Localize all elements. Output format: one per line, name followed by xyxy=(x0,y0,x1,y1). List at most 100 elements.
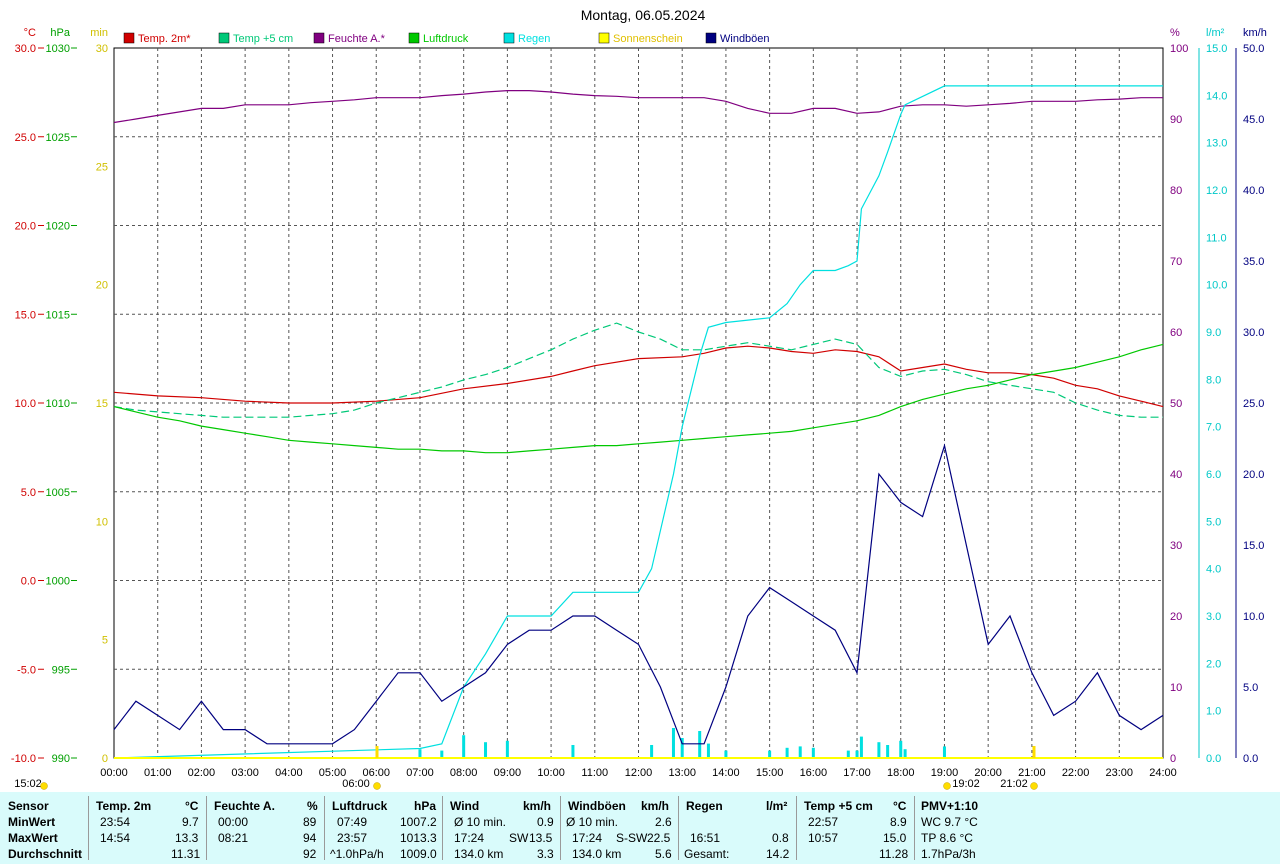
min-wind-label: Ø 10 min. xyxy=(454,815,507,829)
hdr-temp-unit: °C xyxy=(185,799,199,813)
legend-entry: Sonnenschein xyxy=(613,33,683,45)
row-max-label: MaxWert xyxy=(8,831,58,845)
humidity-axis-tick-label: 20 xyxy=(1170,611,1182,623)
x-tick-label: 03:00 xyxy=(231,767,259,779)
x-tick-label: 24:00 xyxy=(1149,767,1177,779)
rain-axis-tick-label: 1.0 xyxy=(1206,706,1221,718)
max-t5-value: 15.0 xyxy=(883,831,907,845)
avg-pmv: 1.7hPa/3h xyxy=(921,847,976,861)
min-t5-time: 22:57 xyxy=(808,815,839,829)
max-t5-time: 10:57 xyxy=(808,831,839,845)
rain-axis-tick-label: 9.0 xyxy=(1206,327,1221,339)
min-hum-value: 89 xyxy=(303,815,317,829)
hdr-press-unit: hPa xyxy=(414,799,437,813)
rain-bar xyxy=(811,747,815,758)
min-gust-label: Ø 10 min. xyxy=(566,815,619,829)
max-wind-dir: SW xyxy=(509,831,529,845)
avg-press-value: 1009.0 xyxy=(400,847,437,861)
rain-bar xyxy=(650,745,654,758)
max-gust-value: 22.5 xyxy=(647,831,671,845)
avg-temp-value: 11.31 xyxy=(171,847,201,861)
hdr-hum: Feuchte A. xyxy=(214,799,275,813)
max-rain-value: 0.8 xyxy=(772,831,789,845)
row-avg-label: Durchschnitt xyxy=(8,847,83,861)
rain-bar xyxy=(418,749,422,758)
rain-bar xyxy=(698,731,702,758)
wind-axis-tick-label: 45.0 xyxy=(1243,114,1264,126)
rain-bar xyxy=(846,750,850,758)
hdr-sensor: Sensor xyxy=(8,799,49,813)
max-temp-value: 13.3 xyxy=(175,831,199,845)
series-line-temp-5-cm xyxy=(113,322,1163,418)
rain-bar xyxy=(505,740,509,758)
min-temp-value: 9.7 xyxy=(182,815,199,829)
sun-marker-icon xyxy=(373,782,381,790)
pressure-axis-tick-label: 1015 xyxy=(46,309,70,321)
sunshine-axis-tick-label: 25 xyxy=(96,161,108,173)
rain-bar xyxy=(462,735,466,758)
stats-table: Sensor Temp. 2m °C Feuchte A. % Luftdruc… xyxy=(0,792,1280,864)
temp-axis-tick-label: 30.0 xyxy=(15,43,36,55)
rain-bar xyxy=(706,743,710,758)
avg-hum-value: 92 xyxy=(303,847,317,861)
legend-swatch xyxy=(313,32,325,44)
rain-bar xyxy=(942,746,946,758)
avg-rain-label: Gesamt: xyxy=(684,847,730,861)
sun-annotation: 15:02 xyxy=(14,778,42,790)
hdr-gust-unit: km/h xyxy=(641,799,670,813)
sunshine-axis-tick-label: 5 xyxy=(102,635,108,647)
pressure-axis-tick-label: 1010 xyxy=(46,398,70,410)
humidity-axis-tick-label: 70 xyxy=(1170,256,1182,268)
x-tick-label: 05:00 xyxy=(319,767,347,779)
x-tick-label: 00:00 xyxy=(100,767,128,779)
rain-bar xyxy=(484,742,488,758)
sunshine-axis-tick-label: 30 xyxy=(96,43,108,55)
rain-axis-tick-label: 14.0 xyxy=(1206,90,1227,102)
chart-legend: Temp. 2m* Temp +5 cm Feuchte A.* Luftdruck R… xyxy=(123,32,770,45)
sunshine-axis-tick-label: 10 xyxy=(96,516,108,528)
wind-axis-tick-label: 35.0 xyxy=(1243,256,1264,268)
humidity-axis-tick-label: 100 xyxy=(1170,43,1188,55)
x-tick-label: 16:00 xyxy=(800,767,828,779)
x-tick-label: 02:00 xyxy=(188,767,216,779)
rain-axis-tick-label: 8.0 xyxy=(1206,374,1221,386)
avg-gust-run: 134.0 km xyxy=(572,847,622,861)
wind-axis-tick-label: 0.0 xyxy=(1243,753,1258,765)
x-tick-label: 09:00 xyxy=(494,767,522,779)
rain-bar xyxy=(855,750,859,758)
sun-annotation: 19:02 xyxy=(952,778,980,790)
x-tick-label: 15:00 xyxy=(756,767,784,779)
temp-axis-tick-label: -5.0 xyxy=(17,664,36,676)
humidity-axis-tick-label: 10 xyxy=(1170,682,1182,694)
humidity-axis-tick-label: 0 xyxy=(1170,753,1176,765)
pressure-axis-tick-label: 1020 xyxy=(46,221,70,233)
series-line-feuchte-a- xyxy=(113,89,1163,124)
avg-t5-value: 11.28 xyxy=(879,847,909,861)
pressure-axis-unit-label: hPa xyxy=(50,27,70,39)
rain-axis-tick-label: 15.0 xyxy=(1206,43,1227,55)
x-tick-label: 04:00 xyxy=(275,767,303,779)
x-tick-label: 14:00 xyxy=(712,767,740,779)
hdr-rain-unit: l/m² xyxy=(766,799,788,813)
min-press-time: 07:49 xyxy=(337,815,368,829)
rain-bar xyxy=(899,740,903,758)
sun-marker-icon xyxy=(1030,782,1038,790)
hdr-rain: Regen xyxy=(686,799,723,813)
x-tick-label: 10:00 xyxy=(537,767,565,779)
pressure-axis-tick-label: 1025 xyxy=(46,132,70,144)
x-tick-label: 11:00 xyxy=(581,767,608,779)
sunshine-axis-tick-label: 0 xyxy=(102,753,108,765)
rain-bar xyxy=(886,745,890,758)
wind-axis-tick-label: 10.0 xyxy=(1243,611,1264,623)
row-min-label: MinWert xyxy=(8,815,56,829)
rain-bars xyxy=(418,728,946,758)
legend-swatch xyxy=(123,32,135,44)
series-line-windb-en xyxy=(113,443,1164,745)
rain-bar xyxy=(680,738,684,758)
x-tick-label: 22:00 xyxy=(1062,767,1090,779)
series-lines xyxy=(113,85,1164,759)
legend-swatch xyxy=(408,32,420,44)
rain-bar xyxy=(859,736,863,758)
max-press-value: 1013.3 xyxy=(400,831,437,845)
wind-axis-tick-label: 30.0 xyxy=(1243,327,1264,339)
